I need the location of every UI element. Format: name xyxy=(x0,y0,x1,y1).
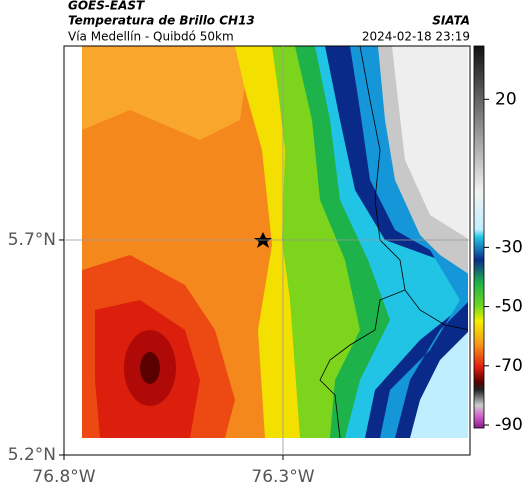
colorbar xyxy=(473,45,485,429)
subtitle: Temperatura de Brillo CH13 xyxy=(68,14,255,28)
location: Vía Medellín - Quibdó 50km xyxy=(68,30,234,44)
y-tick-label: 5.2°N xyxy=(8,445,56,465)
colorbar-tick-label: -90 xyxy=(495,415,523,435)
x-tick-label: 76.8°W xyxy=(32,467,95,487)
timestamp: 2024-02-18 23:19 xyxy=(362,30,470,44)
x-tick-label: 76.3°W xyxy=(251,467,314,487)
satellite-image xyxy=(82,46,468,438)
colorbar-tick-label: 20 xyxy=(495,89,517,109)
colorbar-tick-label: -70 xyxy=(495,356,523,376)
colorbar-tick-label: -50 xyxy=(495,297,523,317)
y-tick-label: 5.7°N xyxy=(8,230,56,250)
title: GOES-EAST xyxy=(68,0,145,13)
source: SIATA xyxy=(432,14,470,28)
map-frame xyxy=(63,45,471,456)
colorbar-tick-label: -30 xyxy=(495,237,523,257)
